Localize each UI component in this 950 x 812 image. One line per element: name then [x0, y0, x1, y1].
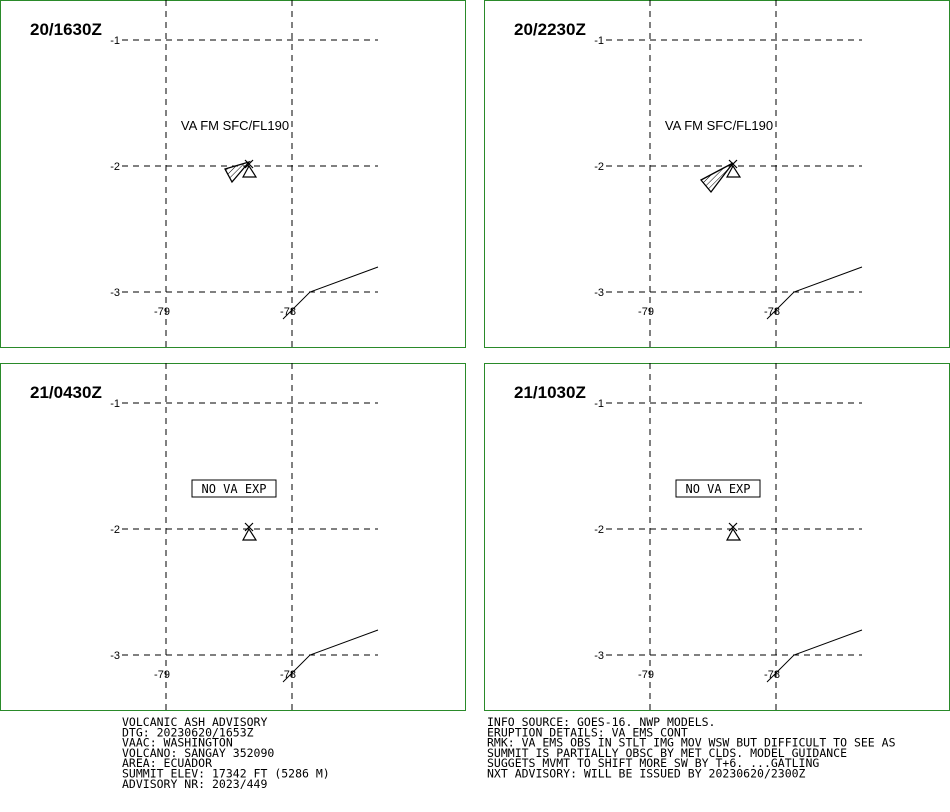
lat-label: -2 — [594, 161, 604, 173]
panel-frame — [484, 363, 950, 711]
advisory-line: NXT ADVISORY: WILL BE ISSUED BY 20230620… — [487, 767, 806, 781]
lat-label: -3 — [594, 287, 604, 299]
valid-time: 20/1630Z — [30, 20, 102, 39]
panel-frame — [0, 0, 466, 348]
lon-label: -79 — [154, 669, 170, 681]
panel: -1 -2 -3 -79 -78 20/2230Z VA FM SFC/FL190 — [484, 0, 950, 348]
panel: -1 -2 -3 -79 -78 20/1630Z VA FM SFC/FL190 — [0, 0, 466, 348]
advisory-line: SUMMIT ELEV: 17342 FT (5286 M) — [122, 767, 330, 781]
lon-label: -78 — [764, 306, 780, 318]
advisory-line: ADVISORY NR: 2023/449 — [122, 777, 267, 791]
lat-label: -1 — [110, 398, 120, 410]
panel: -1 -2 -3 -79 -78 21/1030Z NO VA EXP — [484, 363, 950, 711]
advisory-line: SUMMIT IS PARTIALLY OBSC BY MET CLDS. MO… — [487, 746, 847, 760]
advisory-line: ERUPTION DETAILS: VA EMS CONT — [487, 725, 688, 739]
cloud-annotation: VA FM SFC/FL190 — [181, 118, 289, 133]
coastline — [766, 629, 863, 683]
panel: -1 -2 -3 -79 -78 21/0430Z NO VA EXP — [0, 363, 466, 711]
annotation-box — [191, 479, 277, 498]
lat-label: -1 — [594, 35, 604, 47]
advisory-line: INFO SOURCE: GOES-16. NWP MODELS. — [487, 715, 715, 729]
lat-label: -3 — [110, 650, 120, 662]
lon-label: -79 — [638, 306, 654, 318]
advisory-line: DTG: 20230620/1653Z — [122, 725, 254, 739]
ash-cloud — [699, 162, 734, 194]
valid-time: 20/2230Z — [514, 20, 586, 39]
cloud-annotation: VA FM SFC/FL190 — [665, 118, 773, 133]
valid-time: 21/0430Z — [30, 383, 102, 402]
no-ash-annotation: NO VA EXP — [685, 482, 750, 496]
lat-label: -2 — [110, 161, 120, 173]
lat-label: -2 — [594, 524, 604, 536]
coastline — [282, 629, 379, 683]
volcano-mark — [728, 522, 738, 532]
advisory-line: AREA: ECUADOR — [122, 756, 212, 770]
lon-label: -79 — [638, 669, 654, 681]
lat-label: -3 — [110, 287, 120, 299]
no-ash-annotation: NO VA EXP — [201, 482, 266, 496]
lat-label: -1 — [594, 398, 604, 410]
coastline — [282, 266, 379, 320]
advisory-line: VOLCANIC ASH ADVISORY — [122, 715, 267, 729]
lat-label: -1 — [110, 35, 120, 47]
advisory-line: VOLCANO: SANGAY 352090 — [122, 746, 274, 760]
volcano-symbol — [241, 527, 258, 541]
ash-cloud — [224, 160, 251, 184]
annotation-box — [675, 479, 761, 498]
coastline — [766, 266, 863, 320]
volcano-mark — [244, 522, 254, 532]
advisory-line: VAAC: WASHINGTON — [122, 736, 233, 750]
advisory-line: RMK: VA EMS OBS IN STLT IMG MOV WSW BUT … — [487, 736, 896, 750]
lon-label: -79 — [154, 306, 170, 318]
lon-label: -78 — [764, 669, 780, 681]
volcano-mark — [244, 159, 254, 169]
advisory-line: SUGGETS MVMT TO SHIFT MORE SW BY T+6. ..… — [487, 756, 819, 770]
panel-frame — [0, 363, 466, 711]
lon-label: -78 — [280, 669, 296, 681]
lon-label: -78 — [280, 306, 296, 318]
volcano-symbol — [725, 527, 742, 541]
lat-label: -3 — [594, 650, 604, 662]
valid-time: 21/1030Z — [514, 383, 586, 402]
volcano-symbol — [725, 164, 742, 178]
lat-label: -2 — [110, 524, 120, 536]
volcano-mark — [728, 159, 738, 169]
volcano-symbol — [241, 164, 258, 178]
